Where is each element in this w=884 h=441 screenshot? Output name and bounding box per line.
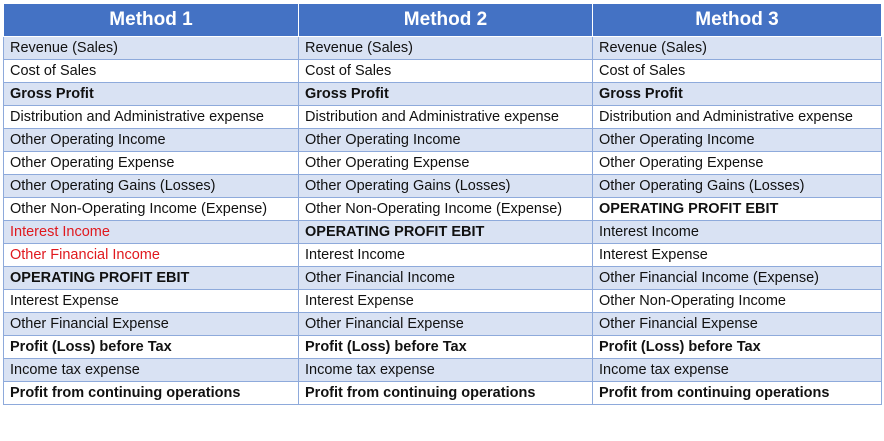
table-cell-method-1: Gross Profit (3, 82, 299, 106)
table-cell-method-1: Profit (Loss) before Tax (3, 335, 299, 359)
table-cell-method-1: Other Non-Operating Income (Expense) (3, 197, 299, 221)
table-cell-method-3: Interest Expense (592, 243, 882, 267)
table-cell-method-1: Profit from continuing operations (3, 381, 299, 405)
table-cell-method-2: Income tax expense (298, 358, 593, 382)
table-cell-method-2: Other Non-Operating Income (Expense) (298, 197, 593, 221)
table-cell-method-3: Other Operating Income (592, 128, 882, 152)
table-cell-method-3: Other Operating Gains (Losses) (592, 174, 882, 198)
table-cell-method-1: Distribution and Administrative expense (3, 105, 299, 129)
table-cell-method-3: Other Non-Operating Income (592, 289, 882, 313)
table-cell-method-1: Cost of Sales (3, 59, 299, 83)
table-cell-method-2: Other Operating Income (298, 128, 593, 152)
table-row: Cost of Sales Cost of Sales Cost of Sales (3, 59, 882, 83)
table-cell-method-3: Income tax expense (592, 358, 882, 382)
table-row: Revenue (Sales) Revenue (Sales) Revenue (S… (3, 36, 882, 60)
column-header-method-1: Method 1 (3, 3, 299, 37)
table-row: Other Financial Income Interest Income Int… (3, 243, 882, 267)
table-cell-method-3: Other Operating Expense (592, 151, 882, 175)
table-cell-method-3: OPERATING PROFIT EBIT (592, 197, 882, 221)
table-row: Distribution and Administrative expense D… (3, 105, 882, 129)
table-cell-method-3: Cost of Sales (592, 59, 882, 83)
table-cell-method-2: Other Operating Gains (Losses) (298, 174, 593, 198)
table-cell-method-1: Other Operating Income (3, 128, 299, 152)
column-header-method-2: Method 2 (298, 3, 593, 37)
table-cell-method-2: Cost of Sales (298, 59, 593, 83)
table-body: Revenue (Sales) Revenue (Sales) Revenue (S… (3, 36, 882, 405)
table-cell-method-3: Other Financial Income (Expense) (592, 266, 882, 290)
table-row: Other Non-Operating Income (Expense) Othe… (3, 197, 882, 221)
table-cell-method-2: Distribution and Administrative expense (298, 105, 593, 129)
table-cell-method-2: Other Financial Income (298, 266, 593, 290)
table-cell-method-2: Revenue (Sales) (298, 36, 593, 60)
table-row: OPERATING PROFIT EBIT Other Financial Inc… (3, 266, 882, 290)
table-cell-method-2: Gross Profit (298, 82, 593, 106)
table-row: Other Operating Income Other Operating In… (3, 128, 882, 152)
table-cell-method-3: Gross Profit (592, 82, 882, 106)
table-cell-method-1: Interest Expense (3, 289, 299, 313)
table-cell-method-3: Revenue (Sales) (592, 36, 882, 60)
table-row: Other Financial Expense Other Financial E… (3, 312, 882, 336)
table-cell-method-2: OPERATING PROFIT EBIT (298, 220, 593, 244)
methods-comparison-table: Method 1 Method 2 Method 3 Revenue (Sale… (3, 3, 882, 405)
table-cell-method-2: Profit (Loss) before Tax (298, 335, 593, 359)
table-cell-method-3: Profit from continuing operations (592, 381, 882, 405)
header-row: Method 1 Method 2 Method 3 (3, 3, 882, 37)
table-row: Profit from continuing operations Profit … (3, 381, 882, 405)
table-row: Interest Expense Interest Expense Other N… (3, 289, 882, 313)
table-cell-method-1: Other Operating Expense (3, 151, 299, 175)
table-row: Income tax expense Income tax expense Inco… (3, 358, 882, 382)
table-cell-method-3: Distribution and Administrative expense (592, 105, 882, 129)
table-cell-method-1: Other Operating Gains (Losses) (3, 174, 299, 198)
table-cell-method-1: Interest Income (3, 220, 299, 244)
table-cell-method-2: Other Operating Expense (298, 151, 593, 175)
table-cell-method-1: Other Financial Income (3, 243, 299, 267)
table-row: Other Operating Gains (Losses) Other Oper… (3, 174, 882, 198)
table-cell-method-3: Other Financial Expense (592, 312, 882, 336)
table-row: Other Operating Expense Other Operating E… (3, 151, 882, 175)
table-cell-method-1: Other Financial Expense (3, 312, 299, 336)
column-header-method-3: Method 3 (592, 3, 882, 37)
table-cell-method-2: Profit from continuing operations (298, 381, 593, 405)
table-row: Gross Profit Gross Profit Gross Profit (3, 82, 882, 106)
table-cell-method-3: Profit (Loss) before Tax (592, 335, 882, 359)
table-cell-method-3: Interest Income (592, 220, 882, 244)
table-cell-method-2: Interest Income (298, 243, 593, 267)
table-row: Interest Income OPERATING PROFIT EBIT Inte… (3, 220, 882, 244)
table-cell-method-1: Revenue (Sales) (3, 36, 299, 60)
table-cell-method-1: OPERATING PROFIT EBIT (3, 266, 299, 290)
table-cell-method-1: Income tax expense (3, 358, 299, 382)
table-row: Profit (Loss) before Tax Profit (Loss) be… (3, 335, 882, 359)
table-cell-method-2: Interest Expense (298, 289, 593, 313)
table-cell-method-2: Other Financial Expense (298, 312, 593, 336)
